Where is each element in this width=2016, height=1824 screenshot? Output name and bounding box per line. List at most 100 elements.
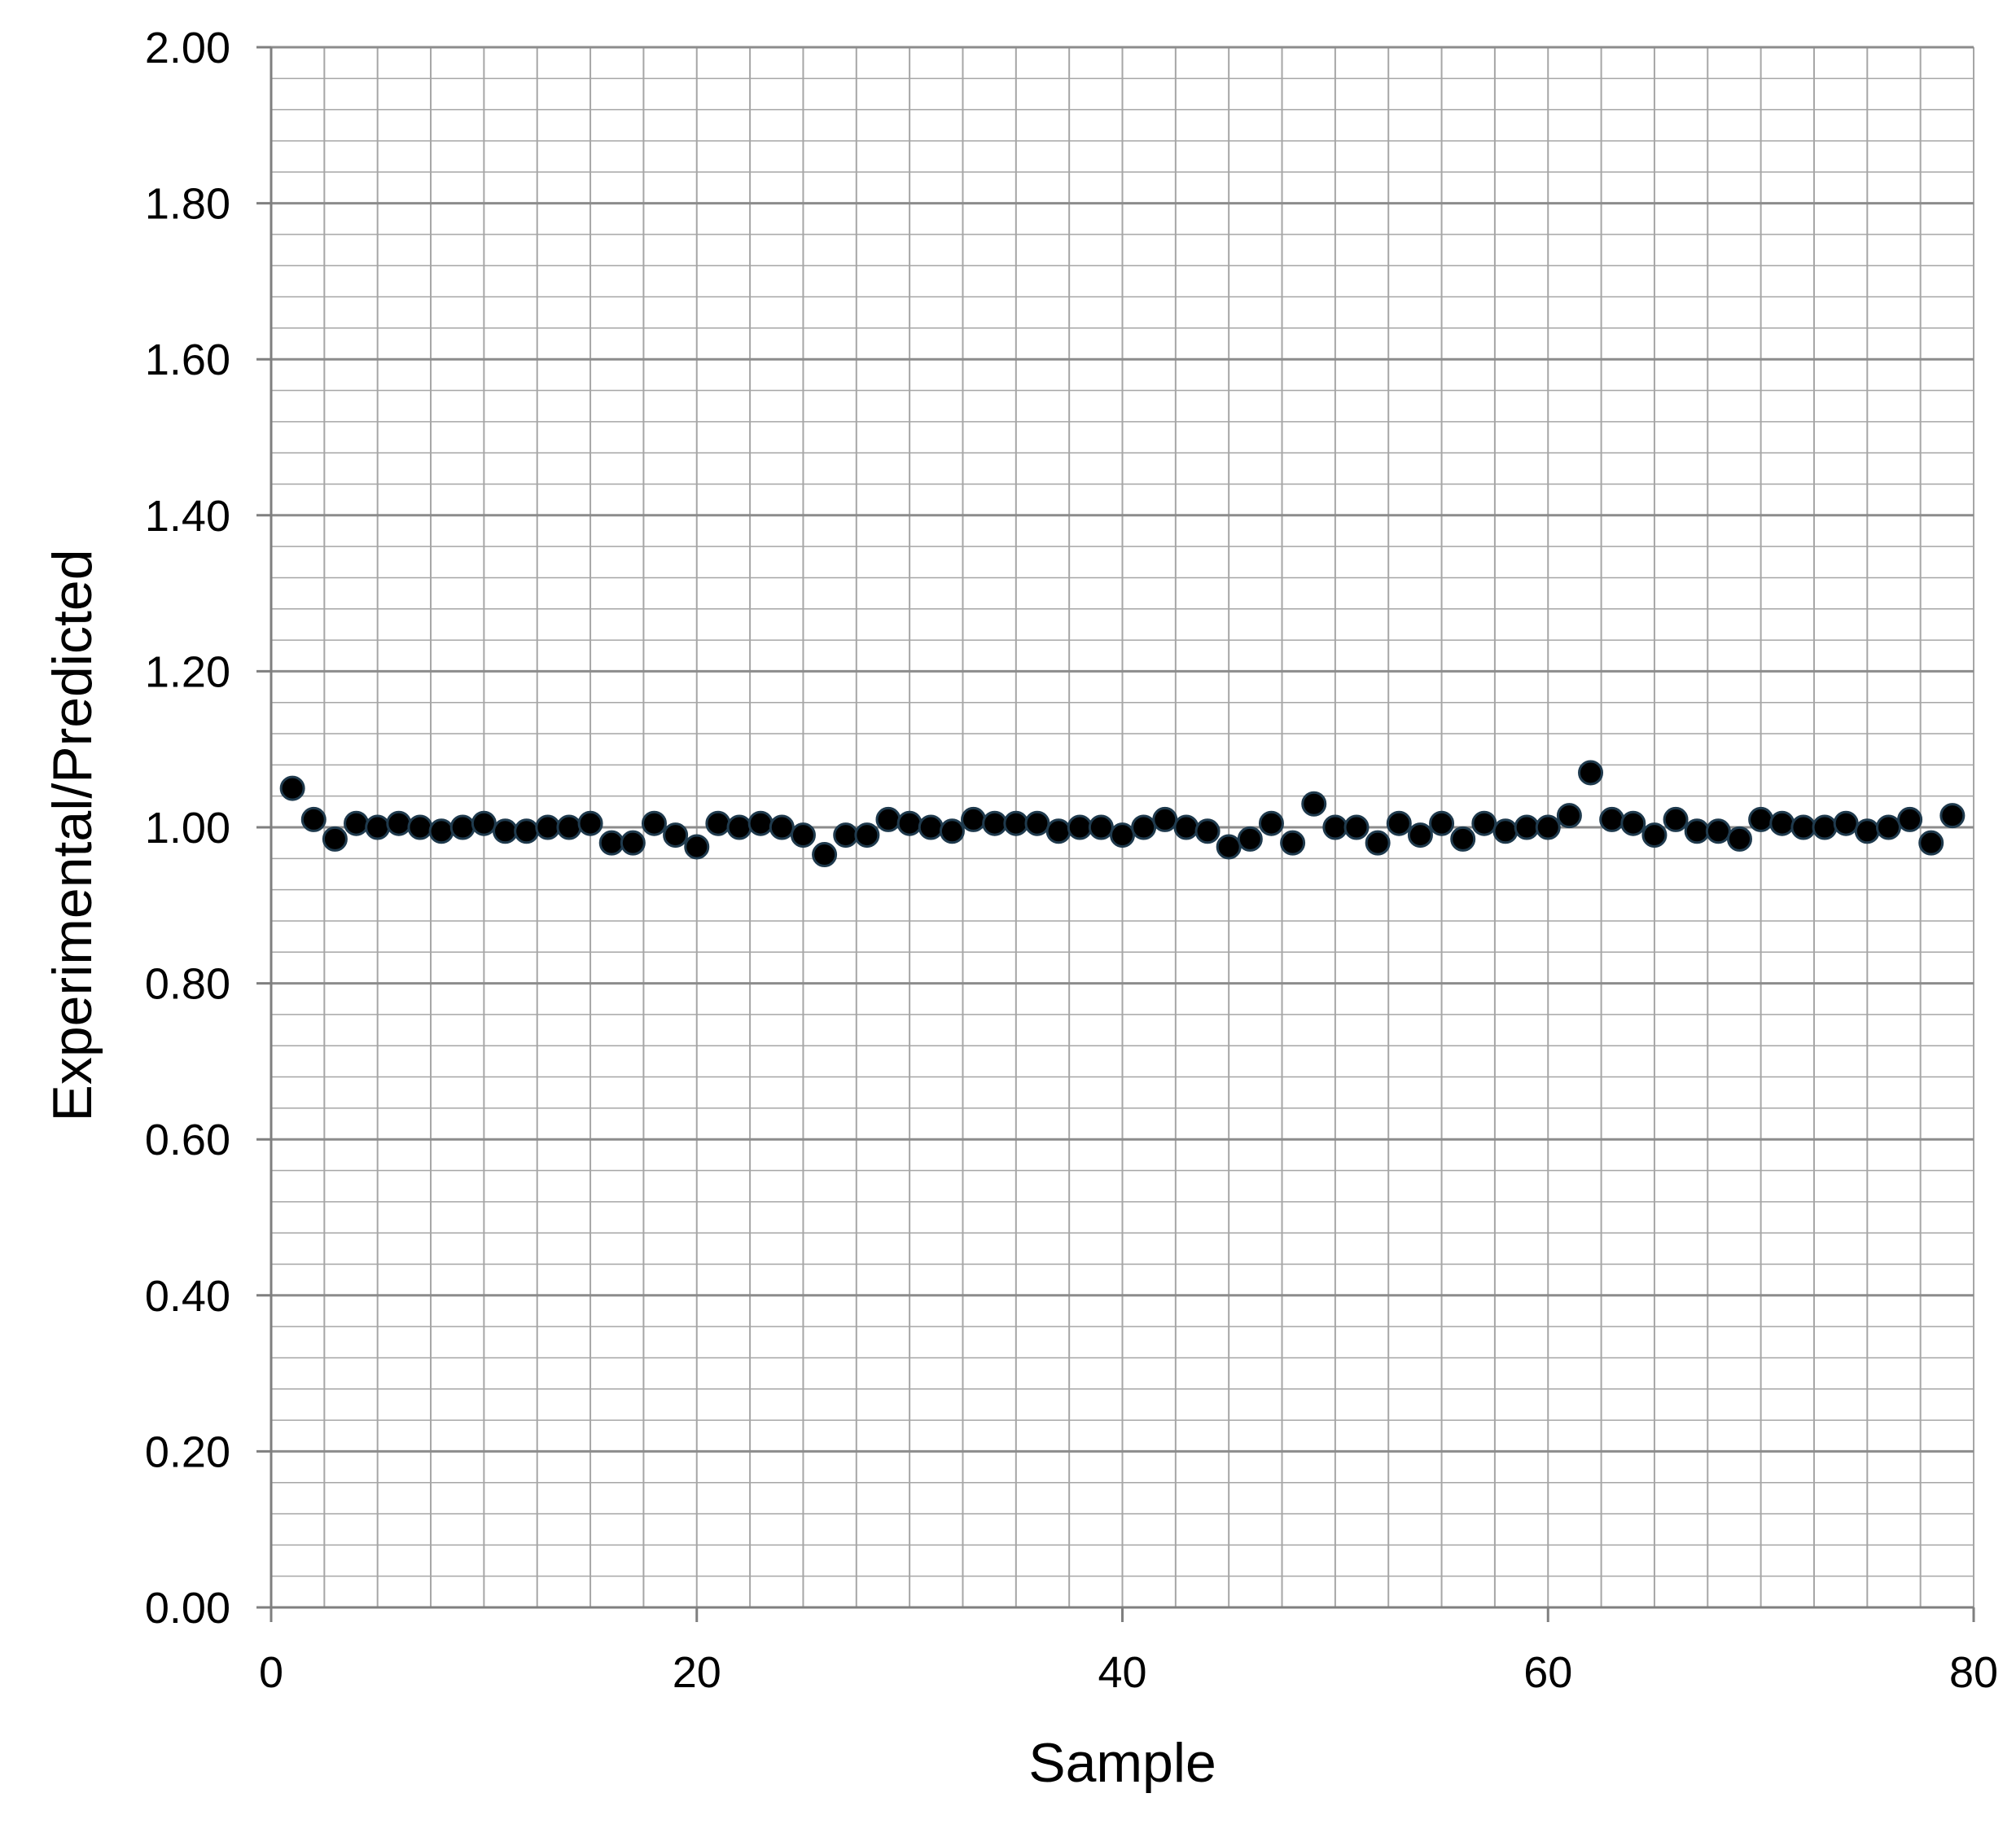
data-point — [1875, 814, 1901, 840]
data-point — [428, 818, 454, 844]
data-point — [322, 826, 348, 852]
data-point — [726, 814, 752, 840]
data-point — [279, 775, 305, 801]
data-point — [1365, 830, 1391, 856]
y-tick-label: 0.20 — [145, 1427, 230, 1476]
data-point — [598, 830, 625, 856]
data-point — [769, 814, 795, 840]
data-point — [1386, 810, 1412, 836]
data-point — [1131, 814, 1157, 840]
data-point — [684, 834, 710, 860]
x-tick-label: 20 — [673, 1648, 721, 1697]
y-tick-label: 1.80 — [145, 180, 230, 229]
data-point — [1003, 810, 1029, 836]
data-point — [300, 806, 327, 832]
data-point — [1854, 818, 1880, 844]
data-point — [982, 810, 1008, 836]
data-point — [1067, 814, 1093, 840]
data-point — [344, 810, 370, 836]
data-point — [854, 822, 880, 848]
data-point — [407, 814, 433, 840]
data-point — [1514, 814, 1540, 840]
data-point — [1790, 814, 1817, 840]
data-point — [1897, 806, 1923, 832]
data-point — [365, 814, 391, 840]
data-point — [1088, 814, 1114, 840]
y-tick-label: 1.20 — [145, 647, 230, 696]
data-point — [577, 810, 603, 836]
major-gridlines — [271, 46, 1974, 1453]
data-point — [1535, 814, 1561, 840]
data-point — [1301, 791, 1327, 817]
data-point — [493, 818, 519, 844]
y-tick-label: 1.40 — [145, 492, 230, 541]
axes — [256, 46, 1975, 1622]
y-tick-label: 2.00 — [145, 24, 230, 72]
data-point — [705, 810, 731, 836]
data-point — [1173, 814, 1199, 840]
data-point — [1578, 760, 1604, 786]
data-point — [1748, 806, 1774, 832]
data-point — [556, 814, 582, 840]
data-point — [1280, 830, 1306, 856]
data-point — [1450, 826, 1476, 852]
data-point — [1492, 818, 1519, 844]
y-tick-labels: 0.00 0.20 0.40 0.60 0.80 1.00 1.20 1.40 1.60 1.80… — [145, 24, 230, 1633]
data-point — [1216, 834, 1242, 860]
data-point — [620, 830, 646, 856]
y-axis-title: Experimental/Predicted — [42, 549, 103, 1121]
data-point — [386, 810, 412, 836]
data-point — [1152, 806, 1178, 832]
data-point — [1322, 814, 1348, 840]
y-tick-label: 0.00 — [145, 1584, 230, 1633]
data-point — [1471, 810, 1497, 836]
data-point — [896, 810, 923, 836]
data-point — [1726, 826, 1752, 852]
data-point — [918, 814, 944, 840]
data-point — [1045, 818, 1072, 844]
x-tick-label: 80 — [1949, 1648, 1998, 1697]
data-point — [1663, 806, 1689, 832]
data-point — [535, 814, 561, 840]
x-tick-label: 0 — [259, 1648, 283, 1697]
data-point — [1110, 822, 1135, 848]
data-point — [641, 810, 667, 836]
y-tick-label: 1.60 — [145, 335, 230, 384]
data-point — [939, 818, 965, 844]
data-point — [1429, 810, 1455, 836]
data-point — [1556, 803, 1582, 829]
data-point — [1407, 822, 1433, 848]
data-point — [1684, 818, 1710, 844]
data-point — [1918, 830, 1944, 856]
data-point — [1939, 803, 1966, 829]
data-point — [1343, 814, 1370, 840]
data-point — [1194, 818, 1221, 844]
data-point — [1769, 810, 1795, 836]
x-tick-labels: 0 20 40 60 80 — [259, 1648, 1998, 1697]
data-point — [471, 810, 497, 836]
data-point — [514, 818, 540, 844]
x-axis-title: Sample — [1028, 1732, 1216, 1794]
y-tick-label: 0.60 — [145, 1116, 230, 1164]
data-point — [961, 806, 987, 832]
data-point — [1641, 822, 1668, 848]
x-tick-label: 40 — [1098, 1648, 1146, 1697]
data-point — [1258, 810, 1284, 836]
y-tick-label: 0.40 — [145, 1272, 230, 1321]
y-tick-label: 0.80 — [145, 960, 230, 1009]
data-points — [279, 760, 1966, 868]
data-point — [812, 842, 838, 868]
y-tick-label: 1.00 — [145, 804, 230, 853]
data-point — [449, 814, 476, 840]
data-point — [1024, 810, 1050, 836]
data-point — [663, 822, 689, 848]
data-point — [833, 822, 859, 848]
data-point — [747, 810, 774, 836]
data-point — [1620, 810, 1646, 836]
x-tick-label: 60 — [1523, 1648, 1572, 1697]
data-point — [1833, 810, 1859, 836]
data-point — [1237, 826, 1263, 852]
data-point — [1812, 814, 1838, 840]
data-point — [790, 822, 816, 848]
